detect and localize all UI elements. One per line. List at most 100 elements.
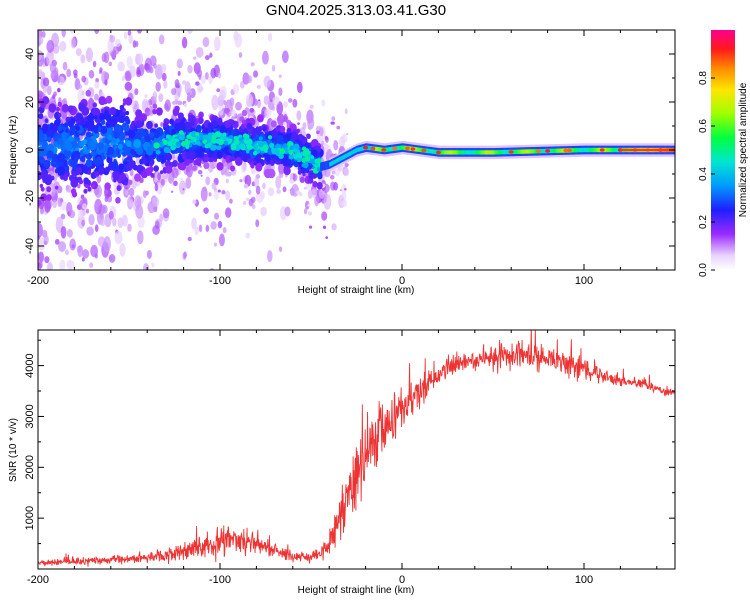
- spectral-cell: [85, 208, 90, 214]
- spectral-cell: [305, 200, 310, 210]
- spectral-cell: [353, 149, 355, 154]
- spectral-cell: [97, 142, 105, 151]
- spectral-cell: [161, 72, 167, 82]
- spectral-cell: [435, 149, 437, 155]
- spectral-cell: [63, 175, 68, 182]
- spectral-cell: [642, 148, 644, 152]
- spectral-cell: [293, 143, 300, 150]
- spectral-cell: [270, 120, 277, 128]
- spectral-cell: [471, 150, 473, 155]
- spectral-cell: [361, 146, 364, 151]
- spectral-cell: [262, 50, 269, 65]
- spectral-cell: [219, 124, 228, 135]
- spectral-cell: [61, 103, 69, 113]
- spectral-cell: [53, 147, 58, 153]
- spectral-cell: [419, 147, 422, 153]
- colorbar-label: Normalized spectral amplitude: [738, 82, 749, 217]
- spectral-cell: [314, 195, 320, 207]
- spectral-cell: [83, 177, 90, 185]
- spectral-cell: [650, 148, 653, 152]
- spectral-cell: [222, 227, 227, 234]
- spectral-cell: [239, 179, 243, 183]
- spectral-cell: [164, 14, 168, 23]
- spectral-cell: [113, 131, 120, 139]
- spectral-cell: [321, 99, 326, 107]
- spectral-cell: [301, 146, 307, 151]
- spectral-cell: [380, 147, 382, 152]
- spectral-cell: [38, 251, 45, 264]
- spectral-cell: [288, 149, 294, 155]
- spectral-cell: [150, 172, 155, 178]
- spectral-cell: [329, 162, 331, 167]
- spectral-cell: [526, 149, 529, 154]
- spectral-cell: [164, 129, 171, 136]
- spectral-cell: [451, 150, 453, 155]
- spectral-cell: [103, 109, 109, 116]
- spectral-cell: [124, 190, 129, 195]
- y-tick-label: 20: [24, 96, 36, 108]
- spectral-cell: [92, 102, 98, 108]
- colorbar: 0.0 0.2 0.4 0.6 0.8 Normalized spectral ampl…: [698, 30, 749, 277]
- spectral-cell: [40, 193, 47, 202]
- spectral-cell: [91, 184, 96, 189]
- spectral-cell: [275, 144, 281, 150]
- spectral-cell: [71, 1, 75, 10]
- spectral-cell: [441, 150, 443, 155]
- spectral-cell: [230, 165, 236, 172]
- spectral-cell: [206, 138, 211, 144]
- spectral-cell: [38, 199, 42, 206]
- spectral-cell: [49, 62, 57, 74]
- spectral-cell: [443, 150, 446, 155]
- spectral-cell: [378, 147, 380, 152]
- spectral-cell: [646, 148, 648, 152]
- spectral-cell: [183, 251, 187, 259]
- spectral-cell: [400, 145, 402, 150]
- spectral-cell: [304, 156, 311, 162]
- spectral-cell: [186, 94, 192, 103]
- spectral-cell: [57, 144, 61, 149]
- spectral-cell: [450, 150, 452, 155]
- spectral-cell: [148, 109, 153, 115]
- spectral-cell: [266, 108, 272, 116]
- spectral-cell: [283, 137, 288, 144]
- spectral-cell: [584, 147, 587, 153]
- spectral-cell: [513, 149, 516, 155]
- spectral-cell: [195, 46, 204, 58]
- spectral-cell: [117, 143, 123, 150]
- spectral-cell: [506, 149, 508, 155]
- spectral-cell: [264, 168, 272, 179]
- spectral-cell: [595, 147, 597, 153]
- spectral-cell: [40, 147, 48, 157]
- spectral-cell: [347, 152, 350, 157]
- spectral-cell: [253, 98, 258, 106]
- spectral-cell: [474, 150, 476, 155]
- spectral-cell: [65, 282, 69, 287]
- spectral-cell: [284, 206, 291, 217]
- spectral-cell: [657, 148, 659, 152]
- spectral-cell: [122, 102, 126, 106]
- spectral-cell: [82, 203, 87, 210]
- spectral-cell: [70, 37, 77, 49]
- spectral-cell: [238, 137, 243, 142]
- spectral-cell: [289, 189, 292, 192]
- spectral-cell: [69, 238, 77, 251]
- spectral-cell: [160, 63, 167, 73]
- spectral-cell: [549, 148, 552, 154]
- spectral-cell: [155, 149, 161, 155]
- spectral-cell: [427, 148, 429, 154]
- spectral-cell: [147, 145, 153, 153]
- spectral-cell: [563, 148, 569, 153]
- spectral-cell: [591, 147, 593, 153]
- spectral-cell: [339, 157, 341, 162]
- spectral-cell: [532, 149, 534, 154]
- spectral-cell: [151, 196, 160, 207]
- spectral-cell: [389, 147, 391, 152]
- spectral-cell: [144, 63, 150, 71]
- spectral-cell: [598, 147, 601, 153]
- spectral-cell: [594, 147, 596, 153]
- spectral-cell: [155, 220, 160, 230]
- spectral-cell: [614, 147, 616, 153]
- spectral-cell: [282, 158, 286, 163]
- spectral-cell: [200, 186, 208, 202]
- spectral-cell: [270, 129, 278, 138]
